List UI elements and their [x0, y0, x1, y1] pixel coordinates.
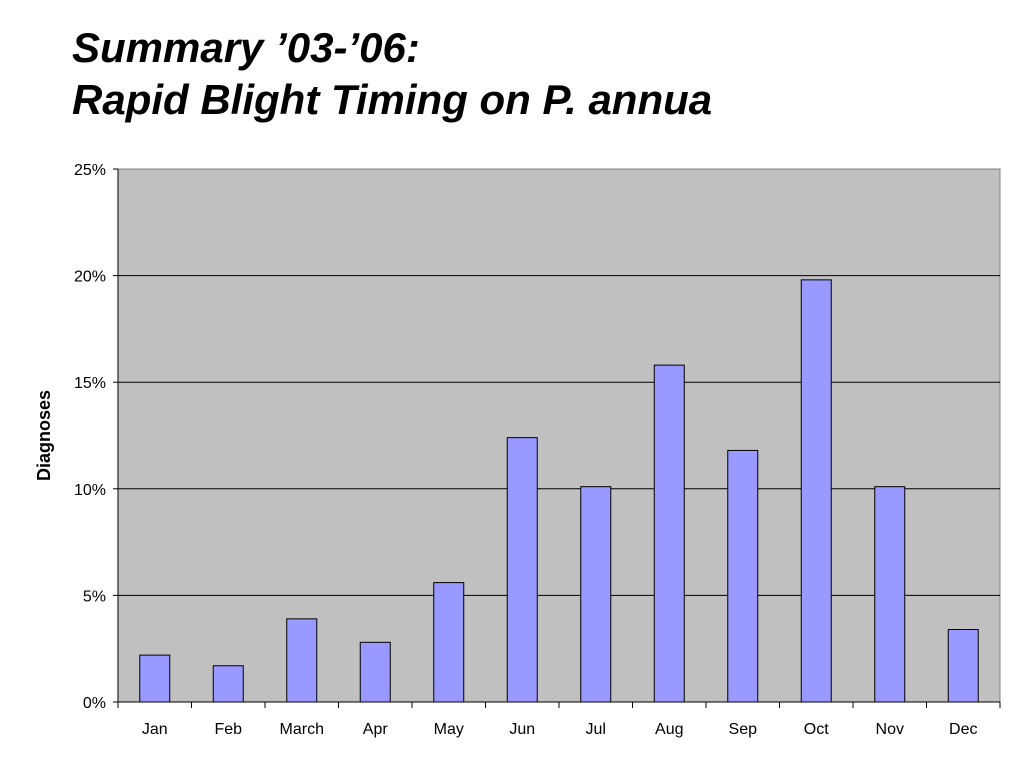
y-tick-label: 5% [83, 588, 106, 605]
y-axis-label: Diagnoses [34, 390, 54, 481]
x-tick-label: Oct [804, 721, 829, 738]
bar-jan [139, 654, 171, 703]
gridlines [118, 275, 1000, 596]
x-tick-label: Dec [949, 721, 977, 738]
y-tick-labels: 0% 5% 10% 15% 20% 25% [74, 162, 106, 712]
y-tick-label: 0% [83, 695, 106, 712]
plot-area [117, 168, 1001, 703]
slide-title-line-2: Rapid Blight Timing on P. annua [72, 76, 713, 123]
bar-oct [800, 279, 832, 703]
x-tick-label: March [280, 721, 324, 738]
bar-jul [580, 486, 612, 703]
x-tick-label: Apr [363, 721, 389, 738]
bar-nov [874, 486, 906, 703]
x-tick-label: May [434, 721, 464, 738]
y-tick-label: 15% [74, 375, 106, 392]
x-tick-label: Jan [142, 721, 168, 738]
x-tick-label: Feb [214, 721, 242, 738]
axes [113, 168, 1001, 708]
slide-title-line-1: Summary ’03-’06: [72, 24, 420, 71]
bar-apr [359, 641, 391, 703]
x-tick-labels: Jan Feb March Apr May Jun Jul Aug Sep Oct Nov Dec [142, 721, 978, 738]
slide-title: Summary ’03-’06: Rapid Blight Timing on … [72, 22, 712, 126]
x-tick-label: Nov [876, 721, 904, 738]
y-tick-label: 25% [74, 162, 106, 179]
y-tick-label: 20% [74, 269, 106, 286]
bar-jun [506, 437, 538, 703]
bar-march [286, 618, 318, 703]
x-tick-label: Jun [509, 721, 535, 738]
x-tick-label: Jul [586, 721, 606, 738]
bar-may [433, 582, 465, 703]
x-tick-label: Aug [655, 721, 683, 738]
bar-sep [727, 449, 759, 703]
x-tick-label: Sep [729, 721, 758, 738]
y-tick-label: 10% [74, 482, 106, 499]
bar-dec [947, 629, 979, 703]
bar-feb [212, 665, 244, 703]
bar-aug [653, 364, 685, 703]
